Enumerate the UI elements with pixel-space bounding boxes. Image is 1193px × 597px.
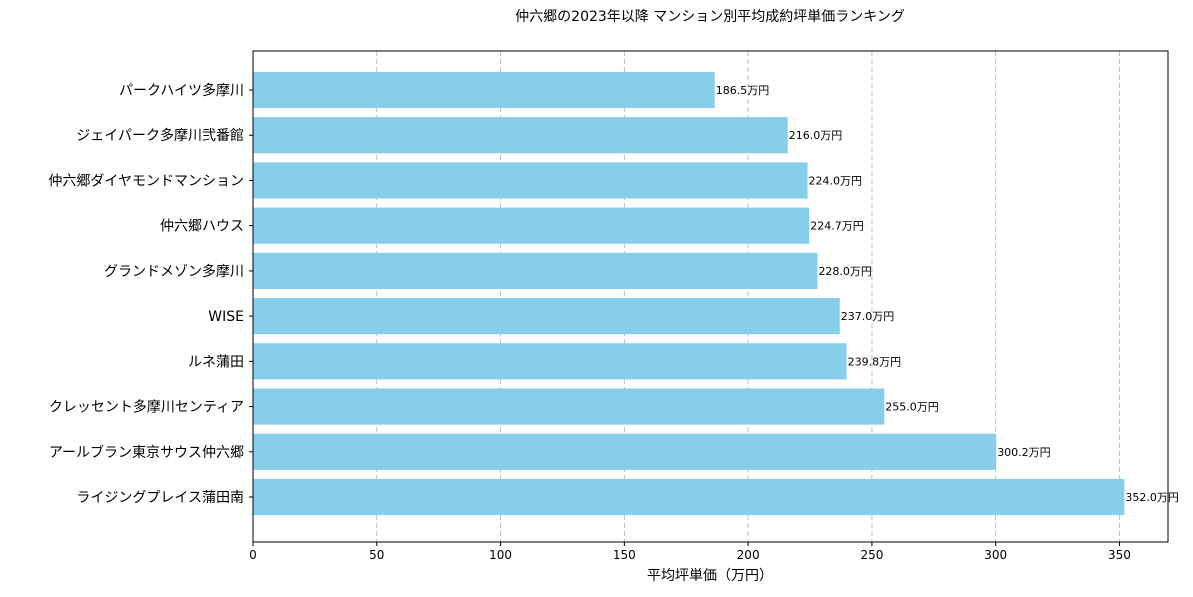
y-tick-label: ルネ蒲田 [188,354,244,370]
x-tick-label: 50 [369,548,384,562]
bar [253,162,808,199]
bar [253,252,818,289]
data-label: 228.0万円 [818,265,872,278]
data-label: 224.0万円 [809,174,863,187]
x-tick-label: 350 [1108,548,1131,562]
chart-title: 仲六郷の2023年以降 マンション別平均成約坪単価ランキング [515,9,905,25]
bar [253,388,885,425]
data-label: 352.0万円 [1125,491,1179,504]
bar [253,71,715,109]
y-tick-label: WISE [208,309,244,325]
x-tick-label: 200 [737,548,760,562]
y-tick-label: 仲六郷ダイヤモンドマンション [48,173,244,189]
y-tick-label: クレッセント多摩川センティア [49,399,244,416]
plot-frame [252,50,1169,543]
y-axis: パークハイツ多摩川ジェイパーク多摩川弐番館仲六郷ダイヤモンドマンション仲六郷ハウ… [48,82,253,506]
x-axis: 0 50 100 150 200 250 300 350 [249,542,1131,562]
data-label: 224.7万円 [810,220,864,233]
bars: 186.5万円 216.0万円 224.0万円 224.7万円 228.0万円 237.0… [253,71,1179,516]
bar [253,207,810,244]
x-tick-label: 250 [860,548,883,562]
data-label: 255.0万円 [885,401,939,414]
data-label: 216.0万円 [789,129,843,142]
x-tick-label: 100 [489,548,512,562]
y-tick-label: グランドメゾン多摩川 [104,263,244,280]
bar [253,478,1125,516]
y-tick-label: パークハイツ多摩川 [119,82,244,99]
x-tick-label: 300 [984,548,1007,562]
y-tick-label: ライジングプレイス蒲田南 [76,490,244,506]
data-label: 239.8万円 [848,355,902,368]
y-tick-label: 仲六郷ハウス [160,219,244,235]
x-tick-label: 150 [613,548,636,562]
y-tick-label: アールブラン東京サウス仲六郷 [49,444,244,461]
bar [253,433,997,470]
x-axis-label: 平均坪単価（万円） [647,568,773,584]
x-tick-label: 0 [249,548,257,562]
y-tick-label: ジェイパーク多摩川弐番館 [76,127,244,144]
bar [253,343,847,380]
bar [253,117,788,154]
data-label: 300.2万円 [997,446,1051,459]
bar [253,298,840,335]
data-label: 237.0万円 [841,310,895,323]
data-label: 186.5万円 [716,84,770,97]
